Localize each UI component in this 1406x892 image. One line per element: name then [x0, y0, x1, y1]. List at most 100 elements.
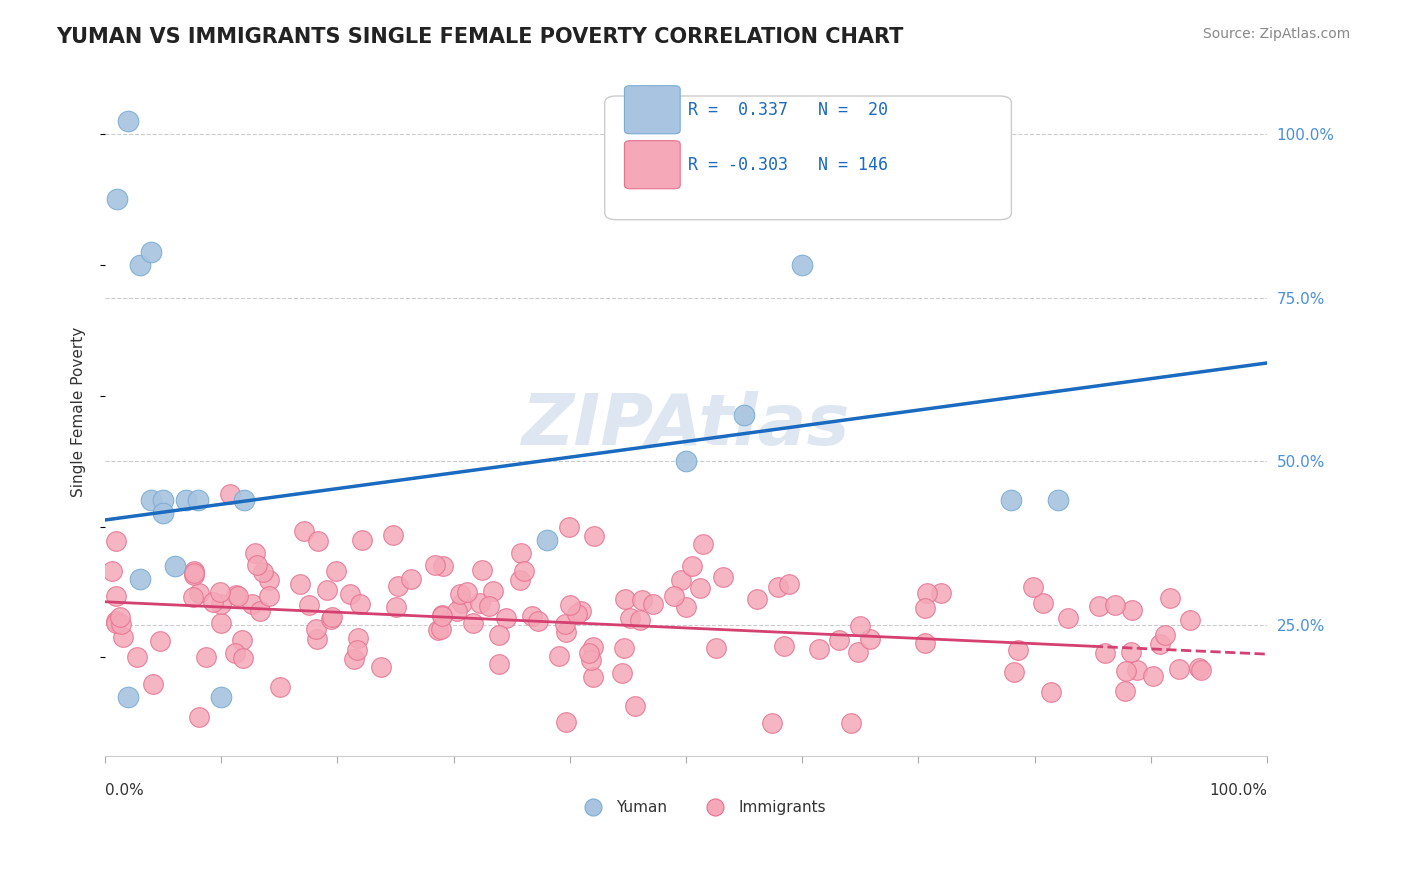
Point	[228, 590, 250, 604]
Point	[579, 653, 602, 667]
Point	[429, 622, 451, 636]
Point	[224, 646, 246, 660]
Point	[104, 589, 127, 603]
Point	[792, 258, 814, 272]
Point	[555, 624, 578, 639]
Point	[225, 588, 247, 602]
Point	[208, 584, 231, 599]
Point	[152, 493, 174, 508]
Point	[1000, 493, 1022, 508]
Point	[209, 690, 232, 704]
Point	[582, 529, 605, 543]
Point	[917, 586, 939, 600]
Point	[104, 616, 127, 631]
Point	[733, 409, 755, 423]
Point	[612, 665, 634, 680]
Point	[142, 677, 165, 691]
Point	[839, 715, 862, 730]
Point	[305, 622, 328, 636]
Point	[681, 558, 703, 573]
Point	[325, 565, 347, 579]
Point	[141, 493, 163, 508]
Point	[859, 632, 882, 646]
Point	[449, 587, 471, 601]
Point	[349, 597, 371, 611]
Point	[1032, 596, 1054, 610]
Point	[346, 642, 368, 657]
Point	[125, 649, 148, 664]
Point	[231, 632, 253, 647]
Point	[110, 616, 132, 631]
Point	[209, 597, 232, 611]
Point	[578, 646, 600, 660]
Point	[1002, 665, 1025, 679]
Point	[468, 596, 491, 610]
Point	[463, 616, 485, 631]
Point	[105, 193, 128, 207]
Point	[446, 603, 468, 617]
Point	[846, 645, 869, 659]
Point	[1180, 613, 1202, 627]
Point	[481, 583, 503, 598]
Point	[1153, 628, 1175, 642]
Point	[807, 641, 830, 656]
Point	[628, 613, 651, 627]
Point	[430, 609, 453, 624]
Point	[527, 614, 550, 628]
Point	[399, 572, 422, 586]
Point	[778, 576, 800, 591]
Point	[1189, 663, 1212, 677]
Point	[246, 558, 269, 573]
Point	[288, 576, 311, 591]
Text: Source: ZipAtlas.com: Source: ZipAtlas.com	[1202, 27, 1350, 41]
Point	[557, 520, 579, 534]
Point	[152, 507, 174, 521]
Point	[704, 830, 727, 845]
Point	[641, 598, 664, 612]
Text: R =  0.337   N =  20: R = 0.337 N = 20	[689, 101, 889, 119]
Text: 0.0%: 0.0%	[105, 783, 143, 798]
Point	[187, 493, 209, 508]
Point	[202, 595, 225, 609]
Point	[257, 573, 280, 587]
FancyBboxPatch shape	[624, 86, 681, 134]
Point	[128, 572, 150, 586]
Point	[307, 534, 329, 549]
Point	[451, 596, 474, 610]
Point	[181, 590, 204, 604]
Point	[245, 546, 267, 560]
Point	[105, 533, 128, 548]
Point	[294, 524, 316, 538]
Point	[316, 582, 339, 597]
Text: R = -0.303   N = 146: R = -0.303 N = 146	[689, 156, 889, 174]
Point	[554, 617, 576, 632]
Point	[298, 598, 321, 612]
Point	[582, 670, 605, 684]
Point	[914, 601, 936, 615]
Text: ZIPAtlas: ZIPAtlas	[522, 392, 851, 460]
Point	[427, 623, 450, 637]
Point	[1188, 661, 1211, 675]
Point	[848, 619, 870, 633]
Point	[520, 609, 543, 624]
Point	[675, 599, 697, 614]
Point	[430, 608, 453, 623]
Point	[117, 690, 139, 704]
Point	[218, 487, 240, 501]
Point	[128, 258, 150, 272]
Point	[425, 558, 447, 572]
Point	[163, 558, 186, 573]
Point	[183, 568, 205, 582]
Point	[664, 589, 686, 603]
Point	[1159, 591, 1181, 605]
Point	[456, 584, 478, 599]
Point	[766, 580, 789, 594]
Point	[233, 493, 256, 508]
Point	[232, 650, 254, 665]
Point	[176, 493, 198, 508]
Point	[252, 566, 274, 580]
Point	[1104, 599, 1126, 613]
Point	[675, 454, 697, 468]
Point	[510, 546, 533, 560]
Point	[305, 632, 328, 646]
